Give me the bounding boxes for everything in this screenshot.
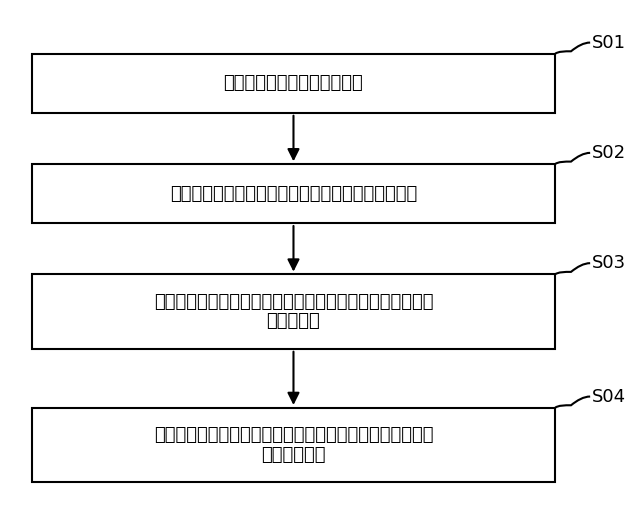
Text: 刺激训练机制: 刺激训练机制 [261, 446, 326, 464]
Text: 激最佳位置: 激最佳位置 [267, 312, 320, 330]
Text: 判断用户类型，获取用户训练数据、初始化设备配置: 判断用户类型，获取用户训练数据、初始化设备配置 [170, 185, 417, 203]
Text: 若用户为新用户，则通过肌电刺激自动定位获取用户肌电刺: 若用户为新用户，则通过肌电刺激自动定位获取用户肌电刺 [154, 293, 433, 311]
Text: S02: S02 [591, 144, 625, 162]
Text: 设备启动，获取用户基本信息: 设备启动，获取用户基本信息 [223, 74, 364, 92]
Text: S04: S04 [591, 387, 625, 406]
Text: 响应用户输入的训练指令，进入与所述训练指令匹配的肌电: 响应用户输入的训练指令，进入与所述训练指令匹配的肌电 [154, 426, 433, 444]
FancyBboxPatch shape [32, 54, 555, 113]
FancyBboxPatch shape [32, 164, 555, 223]
Text: S01: S01 [591, 33, 625, 52]
FancyBboxPatch shape [32, 274, 555, 349]
Text: S03: S03 [591, 254, 625, 272]
FancyBboxPatch shape [32, 408, 555, 482]
